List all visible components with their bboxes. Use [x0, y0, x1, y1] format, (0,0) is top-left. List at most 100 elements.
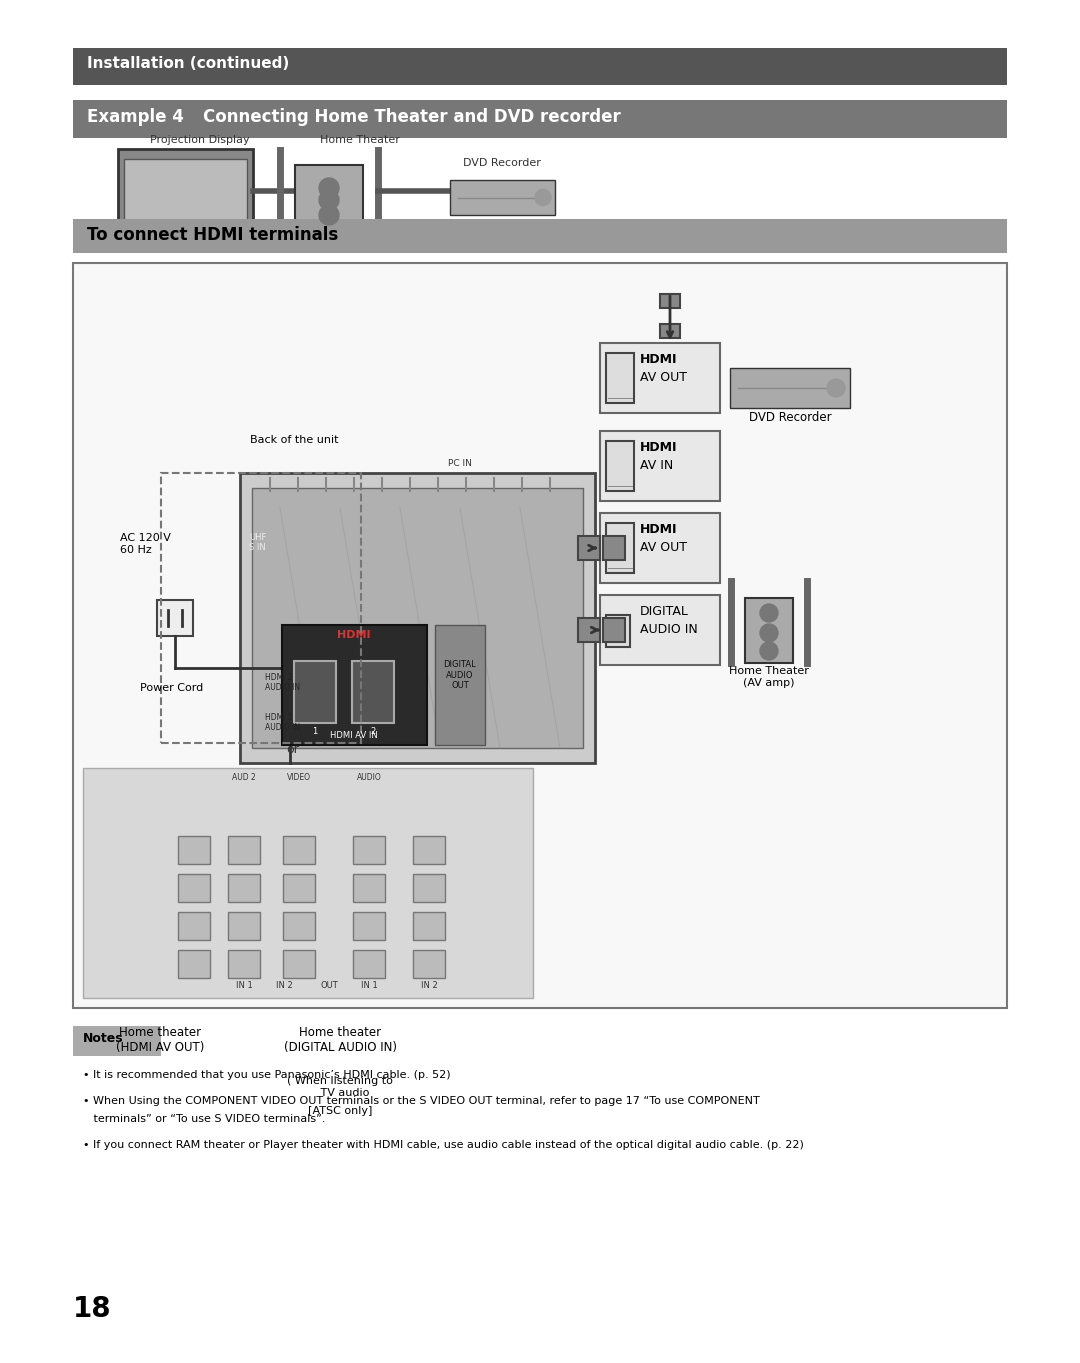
Bar [578, 536, 600, 560]
Bar [124, 159, 247, 228]
Bar [178, 912, 210, 940]
Text: AUD 2: AUD 2 [232, 773, 256, 782]
Text: HDMI 1
AUDIO IN: HDMI 1 AUDIO IN [265, 713, 300, 732]
Bar [606, 353, 634, 403]
Bar [600, 343, 720, 413]
Text: Home Theater
(AV amp): Home Theater (AV amp) [729, 667, 809, 687]
Text: HDMI 2
AUDIO IN: HDMI 2 AUDIO IN [265, 673, 300, 692]
Bar [606, 442, 634, 491]
Bar [283, 836, 315, 864]
Bar [283, 912, 315, 940]
Text: • When Using the COMPONENT VIDEO OUT terminals or the S VIDEO OUT terminal, refe: • When Using the COMPONENT VIDEO OUT ter… [83, 1096, 759, 1105]
Text: 18: 18 [73, 1295, 111, 1323]
Text: AUDIO IN: AUDIO IN [640, 623, 698, 637]
Text: HDMI: HDMI [640, 442, 677, 454]
Text: • It is recommended that you use Panasonic’s HDMI cable. (p. 52): • It is recommended that you use Panason… [83, 1070, 450, 1079]
Bar [283, 950, 315, 979]
Text: AV OUT: AV OUT [640, 541, 687, 553]
Circle shape [760, 604, 778, 622]
Bar [73, 1026, 161, 1056]
Text: AV IN: AV IN [640, 459, 673, 472]
Text: HDMI: HDMI [640, 353, 677, 367]
Bar [413, 836, 445, 864]
Text: or: or [286, 743, 299, 756]
Text: PC IN: PC IN [448, 459, 472, 468]
Bar [435, 626, 485, 746]
Text: DIGITAL
AUDIO
OUT: DIGITAL AUDIO OUT [444, 660, 476, 690]
Text: Notes: Notes [83, 1032, 123, 1045]
Bar [178, 836, 210, 864]
Bar [413, 950, 445, 979]
Text: terminals” or “To use S VIDEO terminals”.: terminals” or “To use S VIDEO terminals”… [83, 1114, 325, 1124]
Bar [413, 874, 445, 902]
Text: IN 1: IN 1 [235, 981, 253, 990]
Text: Home Theater: Home Theater [320, 135, 400, 144]
Text: • If you connect RAM theater or Player theater with HDMI cable, use audio cable : • If you connect RAM theater or Player t… [83, 1139, 804, 1150]
Circle shape [535, 189, 551, 206]
Bar [352, 661, 394, 722]
Bar [178, 874, 210, 902]
Bar [178, 950, 210, 979]
Text: Power Cord: Power Cord [140, 683, 203, 692]
Bar [353, 874, 384, 902]
Bar [252, 488, 583, 748]
Circle shape [760, 642, 778, 660]
Text: VIDEO: VIDEO [287, 773, 311, 782]
Text: Connecting Home Theater and DVD recorder: Connecting Home Theater and DVD recorder [203, 108, 621, 125]
Bar [83, 767, 534, 998]
Text: Example 4: Example 4 [87, 108, 184, 125]
Circle shape [319, 204, 339, 225]
Circle shape [319, 179, 339, 198]
Bar [295, 165, 363, 230]
Text: OUT: OUT [320, 981, 338, 990]
Bar [282, 626, 427, 746]
Text: DVD Recorder: DVD Recorder [463, 158, 541, 168]
Bar [228, 836, 260, 864]
Text: ( When listening to
   TV audio: ( When listening to TV audio [287, 1075, 393, 1097]
Bar [353, 912, 384, 940]
Bar [730, 368, 850, 408]
Text: Home theater
(HDMI AV OUT): Home theater (HDMI AV OUT) [116, 1026, 204, 1054]
Bar [118, 149, 253, 233]
Bar [600, 431, 720, 502]
Text: AV OUT: AV OUT [640, 371, 687, 384]
Bar [450, 180, 555, 215]
Text: Home theater
(DIGITAL AUDIO IN): Home theater (DIGITAL AUDIO IN) [283, 1026, 396, 1054]
Text: HDMI AV IN: HDMI AV IN [330, 731, 378, 740]
Bar [606, 523, 634, 572]
Text: AC 120 V
60 Hz: AC 120 V 60 Hz [120, 533, 171, 555]
Circle shape [319, 189, 339, 210]
Bar [73, 48, 1007, 85]
Bar [283, 874, 315, 902]
Text: AUDIO: AUDIO [356, 773, 381, 782]
Text: HDMI: HDMI [640, 523, 677, 536]
Bar [660, 324, 680, 338]
Bar [73, 219, 1007, 254]
Bar [600, 512, 720, 583]
Text: Installation (continued): Installation (continued) [87, 56, 289, 71]
Text: UHF
S IN: UHF S IN [249, 533, 267, 552]
Text: Projection Display: Projection Display [150, 135, 249, 144]
Bar [157, 600, 193, 637]
Text: Back of the unit: Back of the unit [249, 435, 338, 444]
Bar [578, 617, 600, 642]
Bar [228, 874, 260, 902]
Bar [228, 912, 260, 940]
Bar [603, 617, 625, 642]
Text: To connect HDMI terminals: To connect HDMI terminals [87, 226, 338, 244]
Bar [228, 950, 260, 979]
Bar [600, 596, 720, 665]
Bar [745, 598, 793, 662]
Circle shape [760, 624, 778, 642]
Text: IN 2: IN 2 [275, 981, 293, 990]
Text: 2: 2 [370, 726, 376, 736]
Bar [413, 912, 445, 940]
Bar [73, 99, 1007, 138]
Text: HDMI: HDMI [337, 630, 370, 641]
Text: 1: 1 [312, 726, 318, 736]
Bar [73, 263, 1007, 1009]
Bar [240, 473, 595, 763]
Text: IN 2: IN 2 [420, 981, 437, 990]
Text: DIGITAL: DIGITAL [640, 605, 689, 617]
Bar [161, 473, 361, 743]
